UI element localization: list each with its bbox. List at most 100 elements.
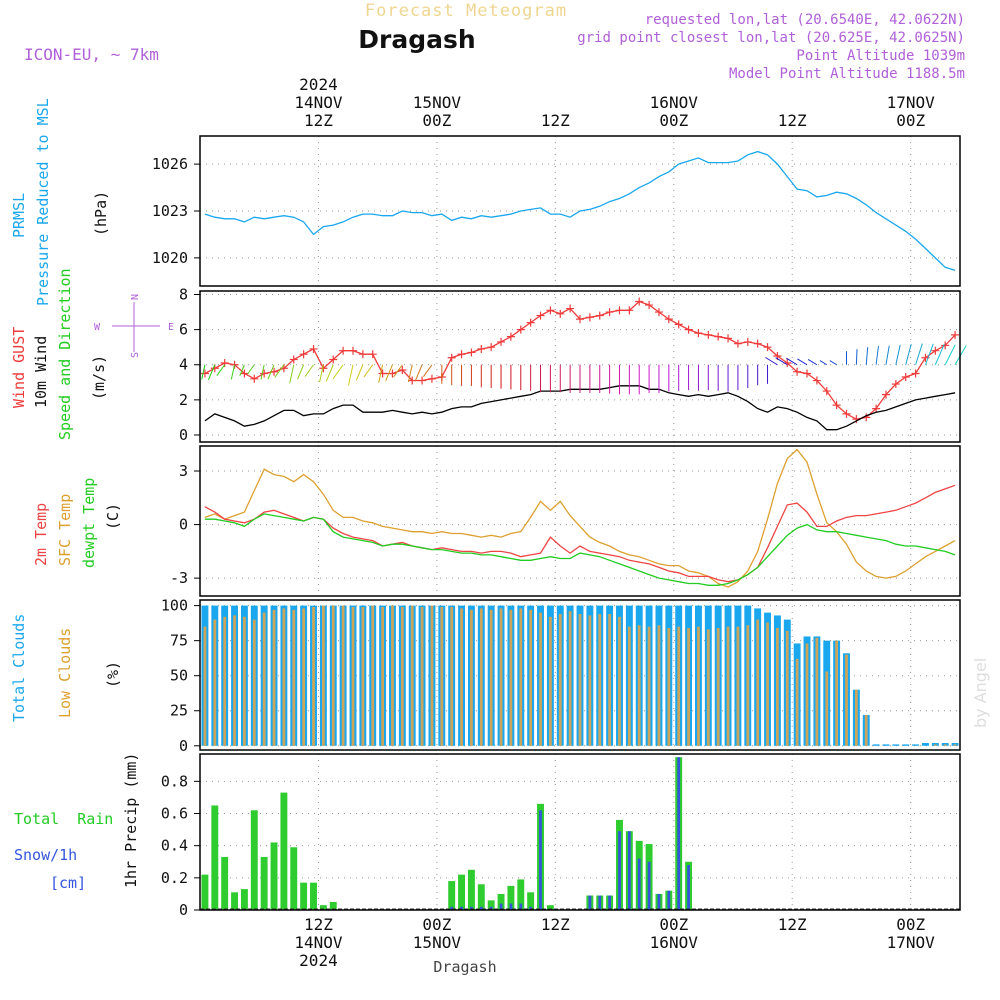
wind-dir-arrow-59 [775,357,788,366]
precipitation-series-0-bar-31 [507,885,515,910]
precipitation-series-1-bar-30 [499,903,503,910]
clouds-series-1-bar-64 [835,640,839,746]
gust-point-61 [803,369,812,378]
temp-unit: (C) [104,503,122,530]
gust-point-14 [339,346,348,355]
precipitation-series-1-bar-47 [667,890,671,910]
wind-dir-arrow-71 [905,343,912,365]
clouds-series-1-bar-54 [736,626,740,746]
clouds-series-1-bar-44 [637,625,641,746]
clouds-series-1-bar-22 [420,607,424,746]
clouds-series-1-bar-16 [361,607,365,746]
precipitation-series-0-bar-32 [517,879,525,910]
temperature-series-2-line [204,513,956,586]
clouds-series-0-bar-71 [902,744,910,746]
compass-east: E [168,322,174,333]
gust-point-75 [941,341,950,350]
top-time-label-1-1: 00Z [422,111,451,130]
temperature-series-0-line [204,484,956,583]
gust-point-63 [822,387,831,396]
temperature-ytick-label-0: -3 [170,569,188,587]
wind-dir-arrow-67 [865,347,869,365]
precipitation-ytick-label-1: 0.2 [161,869,188,887]
clouds-series-1-bar-57 [766,622,769,746]
clouds-series-1-bar-2 [223,616,227,746]
clouds-ytick-label-3: 75 [170,632,188,650]
gust-point-71 [901,373,910,382]
wind-dir-arrow-6 [260,364,265,380]
clouds-series-1-bar-28 [479,608,483,746]
bottom-time-label-3-0: 00Z [659,915,688,934]
gust-point-41 [605,308,614,317]
gust-point-34 [536,311,545,320]
precipitation-series-1-bar-48 [677,757,681,910]
precipitation-frame [199,753,961,911]
temperature-frame [199,445,961,597]
gust-point-13 [329,355,338,364]
gust-point-53 [724,334,733,343]
gust-point-30 [497,337,506,346]
pressure-ytick-label-2: 1026 [152,155,188,173]
clouds-series-1-bar-19 [391,605,394,746]
precipitation-series-1-bar-49 [687,864,690,910]
gust-point-21 [408,376,417,385]
footer-location: Dragash [433,958,496,976]
clouds-series-1-bar-47 [667,628,671,746]
top-time-label-1-0: 15NOV [413,93,462,112]
wind-dir-arrow-75 [944,344,956,365]
gust-point-23 [427,374,436,383]
clouds-series-1-bar-31 [509,609,513,746]
gust-point-16 [358,350,367,359]
compass-west: W [94,322,101,333]
precipitation-series-0-bar-4 [240,889,248,910]
clouds-series-1-bar-34 [539,612,542,746]
gust-point-48 [674,320,683,329]
snow-label: Snow/1h [14,846,77,864]
wind-dir-arrow-74 [934,343,945,365]
gust-point-47 [664,315,673,324]
gust-point-55 [743,337,752,346]
precipitation-series-1-bar-27 [470,906,473,910]
gust-point-36 [556,309,565,318]
clouds-series-1-bar-35 [549,616,552,746]
clouds-series-1-bar-45 [647,626,651,746]
gust-point-76 [951,330,960,339]
panel-pressure: 1020 1023 1026 [152,135,961,287]
gust-point-44 [635,297,644,306]
gust-point-35 [546,306,555,315]
wind-dir-arrow-69 [885,345,890,365]
precipitation-series-0-bar-6 [260,856,268,910]
clouds-series-1-bar-6 [262,612,266,746]
gust-point-68 [872,404,881,413]
clouds-series-1-bar-61 [805,643,809,746]
gust-point-22 [418,376,427,385]
gust-point-72 [911,369,920,378]
clouds-series-1-bar-17 [371,605,375,746]
precipitation-series-1-bar-26 [460,906,463,910]
gust-point-15 [348,346,357,355]
top-time-label-0-2: 12Z [304,111,333,130]
clouds-series-0-bar-73 [922,742,929,746]
clouds-series-1-bar-24 [440,607,444,746]
wind-dir-arrow-73 [924,343,934,365]
bottom-time-label-4-0: 12Z [778,915,807,934]
precipitation-series-1-bar-43 [627,831,631,910]
wind-dir-arrow-7 [267,364,275,380]
wind-ytick-label-0: 0 [179,426,188,444]
precipitation-series-1-bar-46 [657,893,661,910]
panel-clouds: 0 25 50 75 100 [161,597,961,755]
precipitation-series-1-bar-33 [529,906,533,910]
clouds-series-1-bar-38 [578,614,582,746]
point-altitude: Point Altitude 1039m [796,48,965,64]
top-time-label-0-0: 2024 [299,75,338,94]
precipitation-series-0-bar-13 [329,901,337,910]
gust-point-62 [812,376,821,385]
wind-dir-arrow-68 [875,345,879,365]
clouds-series-1-bar-11 [312,607,315,746]
precipitation-series-1-bar-25 [450,906,454,910]
clouds-series-0-bar-70 [892,744,900,746]
wind-dir-arrow-20 [393,364,403,378]
precipitation-series-1-bar-28 [479,906,483,910]
precipitation-series-0-bar-10 [300,882,308,910]
precipitation-series-0-bar-7 [270,842,278,910]
